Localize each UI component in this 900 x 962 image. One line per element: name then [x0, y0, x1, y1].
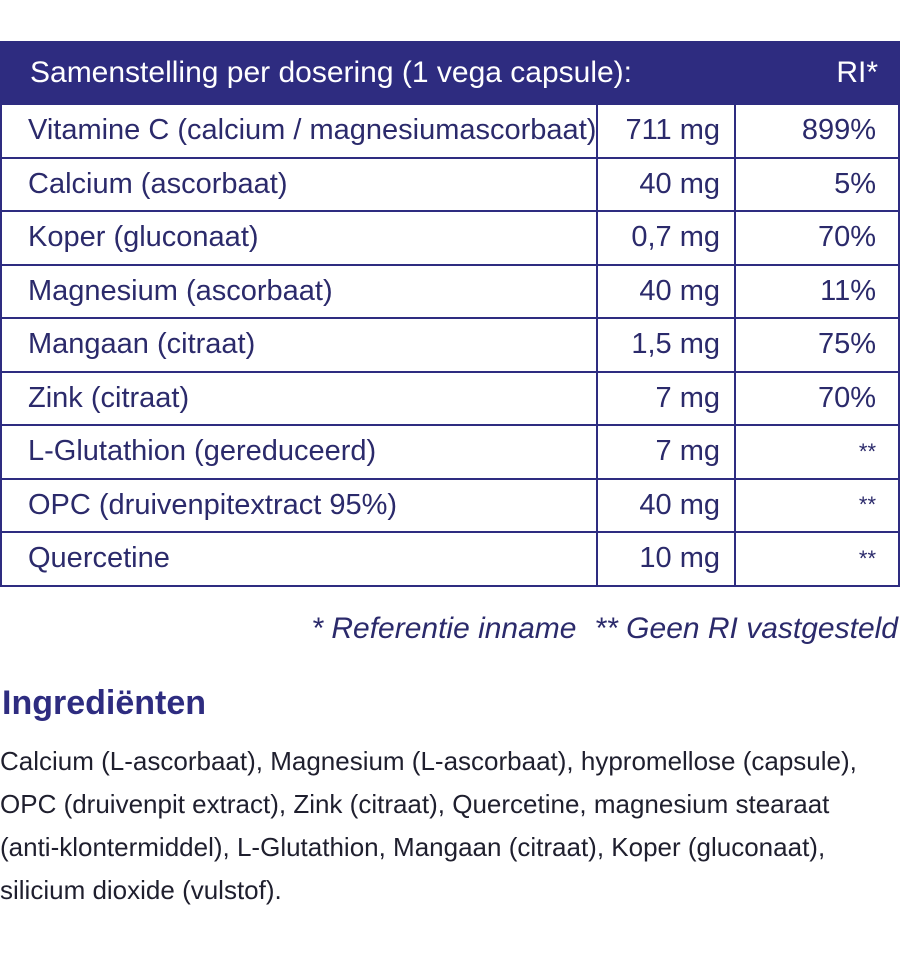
nutrient-ri: 899%	[734, 103, 900, 159]
nutrient-ri: **	[734, 531, 900, 587]
table-row: Vitamine C (calcium / magnesiumascorbaat…	[0, 103, 900, 159]
nutrient-amount: 1,5 mg	[595, 317, 737, 373]
table-row: Magnesium (ascorbaat) 40 mg 11%	[0, 263, 900, 319]
nutrient-amount: 0,7 mg	[595, 210, 737, 266]
nutrient-name: Quercetine	[0, 531, 598, 587]
ingredients-title: Ingrediënten	[2, 684, 207, 722]
nutrient-name: Vitamine C (calcium / magnesiumascorbaat…	[0, 103, 598, 159]
nutrient-name: Magnesium (ascorbaat)	[0, 263, 598, 319]
table-row: Quercetine 10 mg **	[0, 531, 900, 587]
footnote-line: * Referentie inname ** Geen RI vastgestel…	[311, 612, 898, 646]
nutrient-amount: 7 mg	[595, 370, 737, 426]
nutrient-ri: **	[734, 477, 900, 533]
nutrient-ri: 5%	[734, 156, 900, 212]
table-row: Koper (gluconaat) 0,7 mg 70%	[0, 210, 900, 266]
nutrient-ri: **	[734, 424, 900, 480]
nutrient-ri: 70%	[734, 210, 900, 266]
nutrient-name: Calcium (ascorbaat)	[0, 156, 598, 212]
nutrient-amount: 40 mg	[595, 477, 737, 533]
composition-table: Samenstelling per dosering (1 vega capsu…	[0, 41, 900, 587]
nutrient-amount: 711 mg	[595, 103, 737, 159]
nutrient-ri: 11%	[734, 263, 900, 319]
ingredients-text: Calcium (L-ascorbaat), Magnesium (L-asco…	[0, 746, 857, 905]
table-row: Zink (citraat) 7 mg 70%	[0, 370, 900, 426]
nutrient-amount: 40 mg	[595, 156, 737, 212]
table-row: L-Glutathion (gereduceerd) 7 mg **	[0, 424, 900, 480]
table-row: Calcium (ascorbaat) 40 mg 5%	[0, 156, 900, 212]
nutrient-ri: 75%	[734, 317, 900, 373]
nutrient-name: Mangaan (citraat)	[0, 317, 598, 373]
composition-header: Samenstelling per dosering (1 vega capsu…	[0, 41, 737, 105]
table-row: Mangaan (citraat) 1,5 mg 75%	[0, 317, 900, 373]
nutrient-ri: 70%	[734, 370, 900, 426]
nutrient-amount: 7 mg	[595, 424, 737, 480]
table-body: Vitamine C (calcium / magnesiumascorbaat…	[0, 103, 900, 587]
nutrient-amount: 40 mg	[595, 263, 737, 319]
nutrient-amount: 10 mg	[595, 531, 737, 587]
nutrient-name: Koper (gluconaat)	[0, 210, 598, 266]
table-row: OPC (druivenpitextract 95%) 40 mg **	[0, 477, 900, 533]
nutrient-name: Zink (citraat)	[0, 370, 598, 426]
composition-table-container: Samenstelling per dosering (1 vega capsu…	[0, 41, 900, 587]
nutrient-name: OPC (druivenpitextract 95%)	[0, 477, 598, 533]
nutrient-name: L-Glutathion (gereduceerd)	[0, 424, 598, 480]
table-header-row: Samenstelling per dosering (1 vega capsu…	[0, 41, 900, 105]
footnote-no-ri: ** Geen RI vastgesteld	[594, 612, 898, 645]
ri-header: RI*	[734, 41, 900, 105]
footnote-reference-intake: * Referentie inname	[311, 612, 577, 645]
